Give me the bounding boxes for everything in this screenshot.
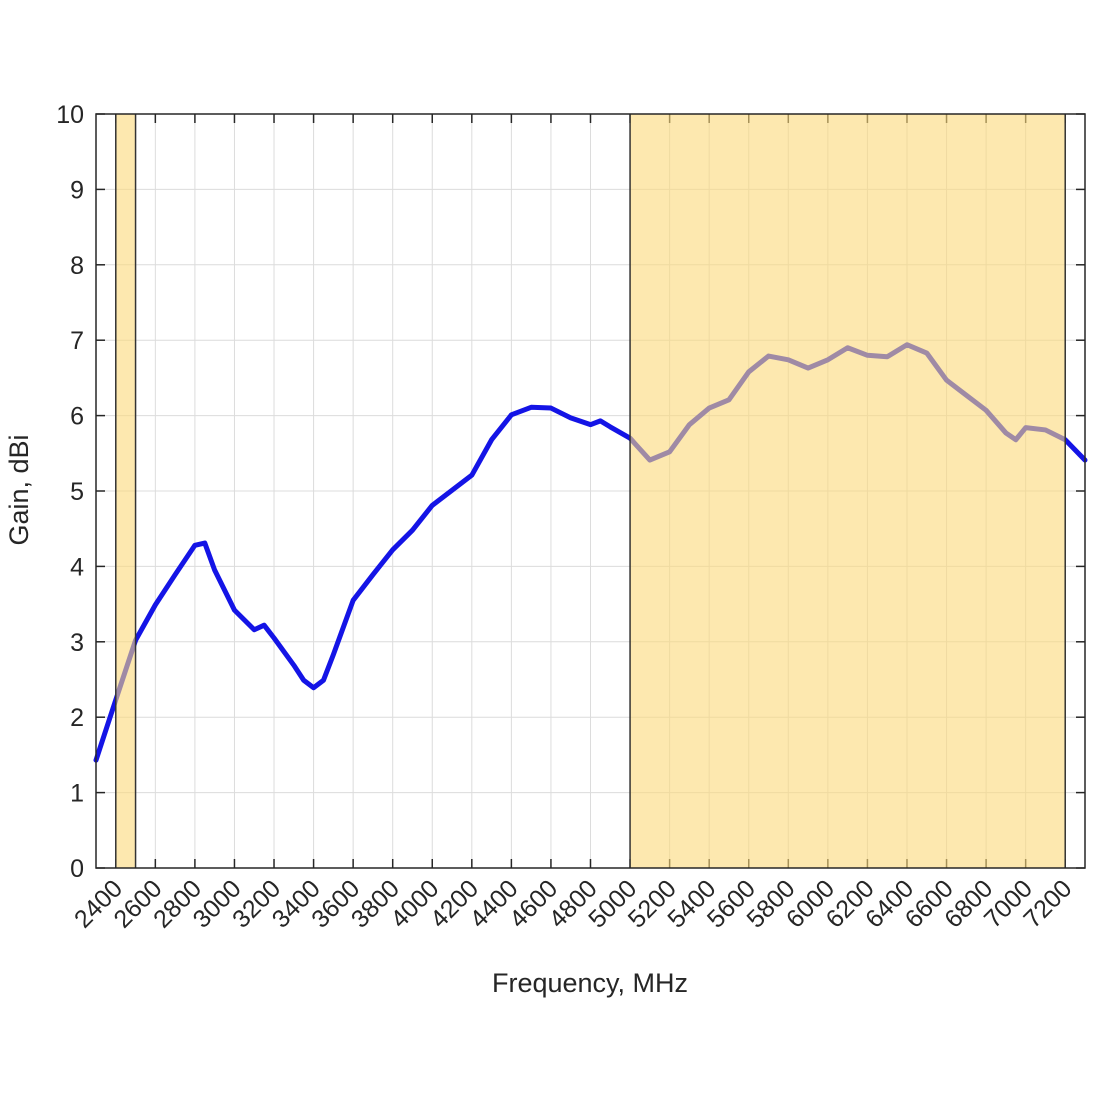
y-tick-label: 10 [56,101,84,129]
y-tick-label: 8 [70,252,84,280]
band [630,114,1066,868]
x-axis-label: Frequency, MHz [492,968,688,998]
y-tick-label: 6 [70,403,84,431]
y-tick-label: 1 [70,780,84,808]
axes-frame [95,113,1086,869]
y-tick-label: 9 [70,176,84,204]
band [115,114,136,868]
y-tick-label: 4 [70,553,84,581]
y-tick-label: 7 [70,327,84,355]
y-tick-label: 0 [70,855,84,883]
y-axis-label: Gain, dBi [4,434,34,545]
y-tick-label: 2 [70,704,84,732]
y-tick-label: 5 [70,478,84,506]
y-tick-label: 3 [70,629,84,657]
